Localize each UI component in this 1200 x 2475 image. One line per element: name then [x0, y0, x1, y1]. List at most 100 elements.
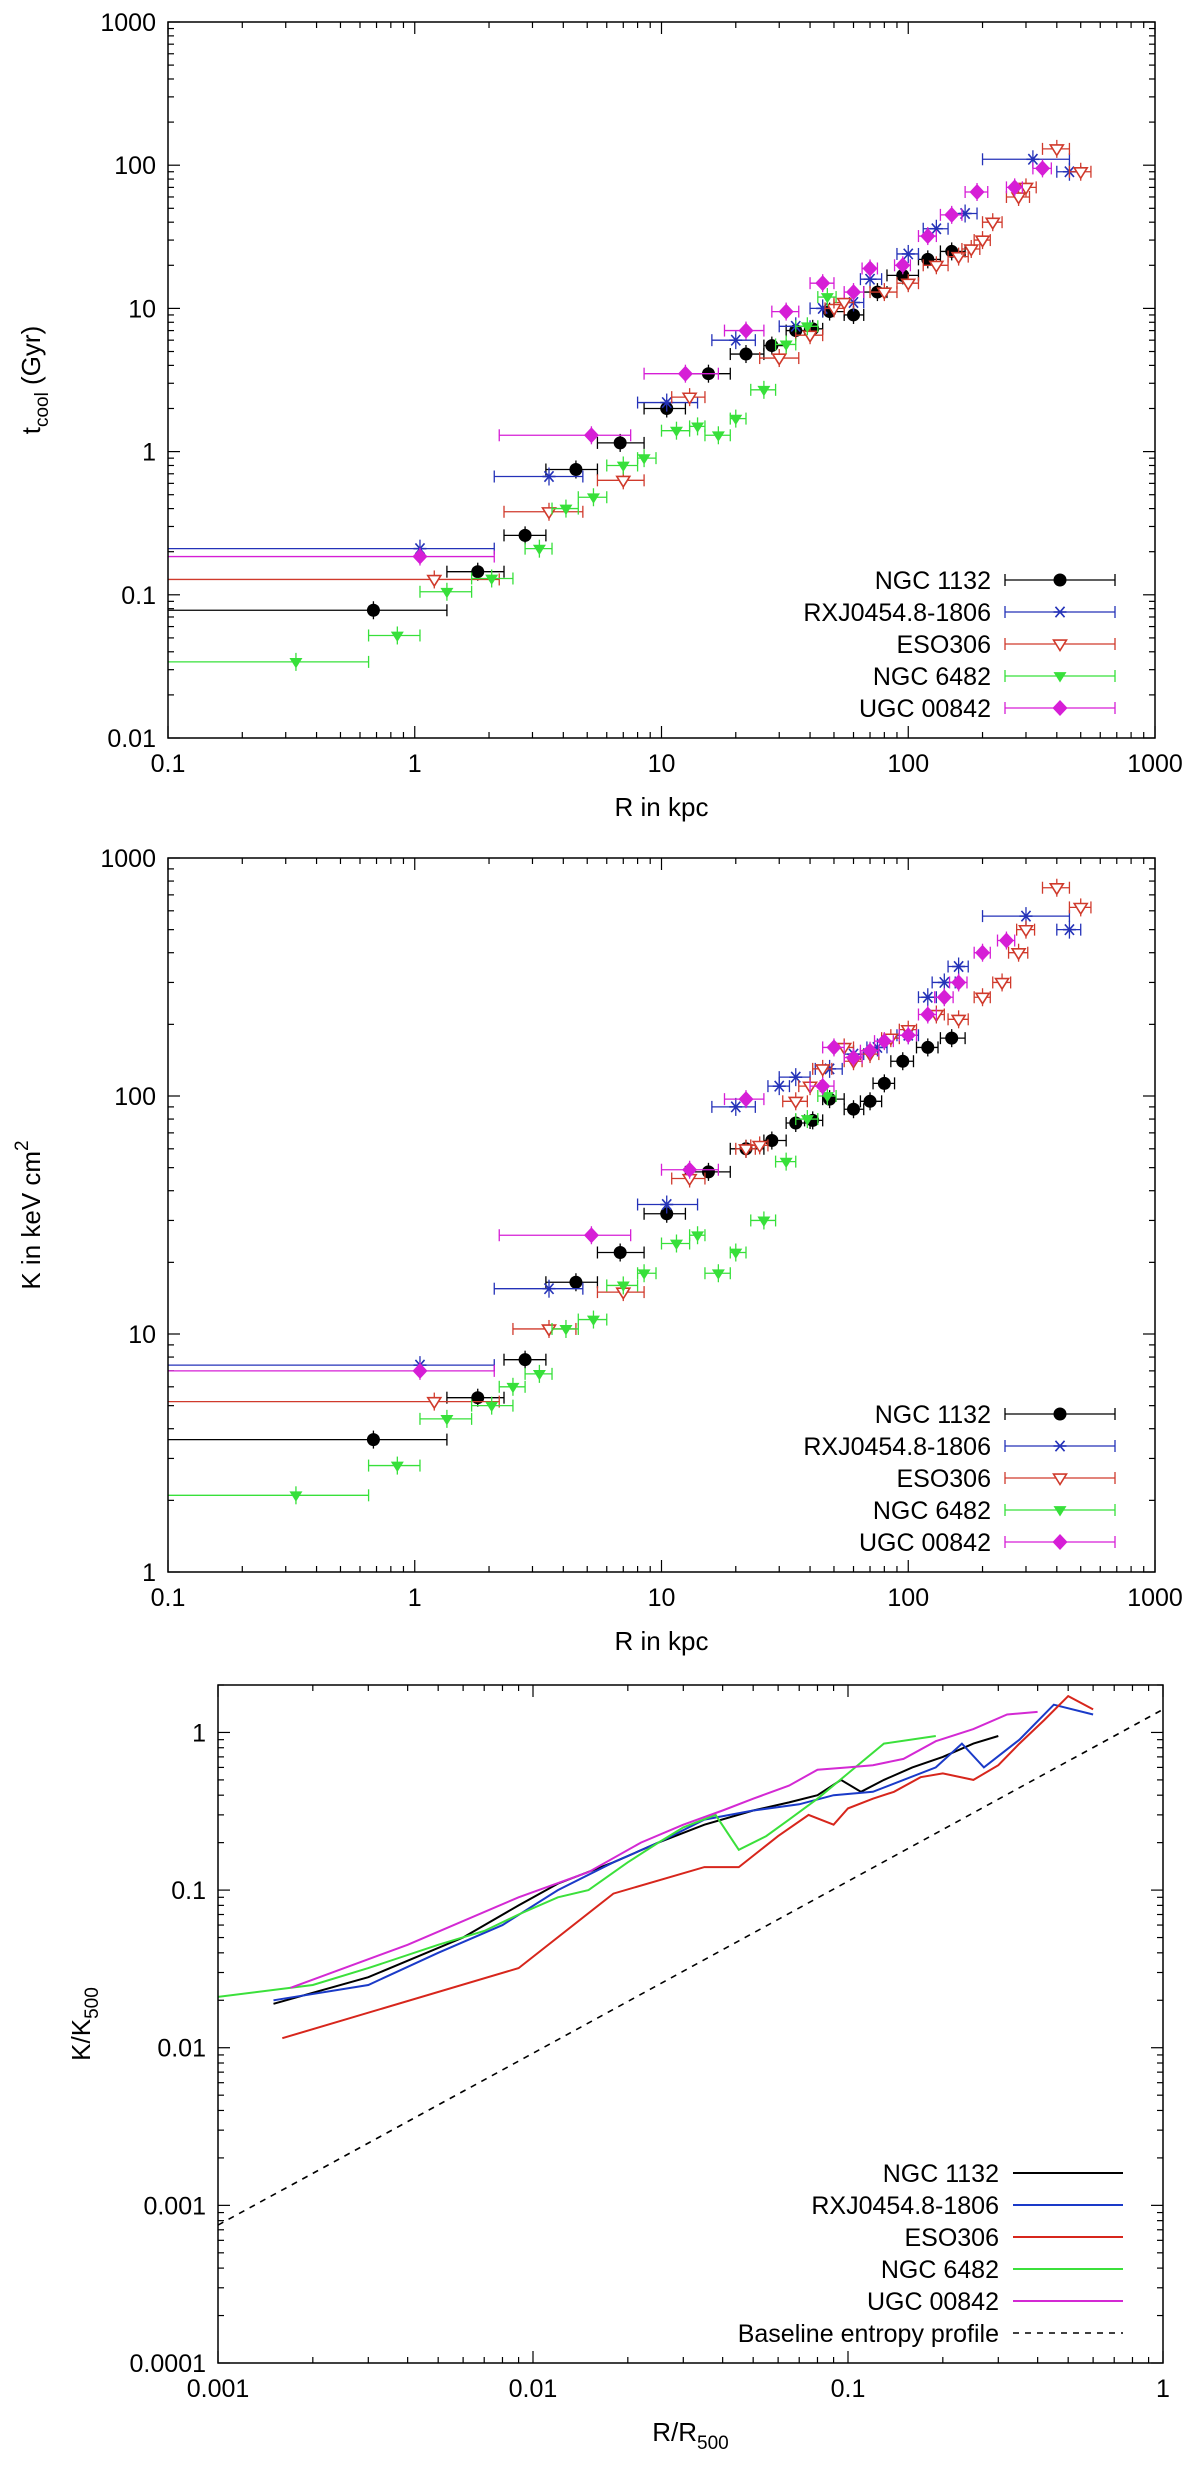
legend: NGC 1132 RXJ0454.8-1806 ESO306 NGC 6482 UGC … [738, 2160, 1123, 2348]
data-point [542, 470, 556, 483]
plot-area [218, 1694, 1163, 2226]
x-tick-label: 0.1 [831, 2375, 866, 2403]
y-axis-title-main: t [16, 426, 46, 434]
series-ngc-6482 [168, 1087, 837, 1505]
data-point [518, 1353, 532, 1367]
data-point [729, 414, 743, 426]
data-point [669, 1239, 683, 1251]
data-point [586, 493, 600, 504]
legend-label: NGC 6482 [873, 1497, 991, 1525]
data-point [412, 548, 428, 565]
x-tick-label: 1 [1156, 2375, 1170, 2403]
data-point [1062, 923, 1076, 936]
data-point [506, 1382, 520, 1394]
series-ugc-00842 [168, 931, 1016, 1380]
data-point [757, 1216, 771, 1227]
data-point [920, 1006, 936, 1023]
data-point-stroke [543, 1282, 555, 1295]
data-point [800, 322, 814, 333]
data-point [532, 1369, 546, 1381]
plot-frame [167, 857, 1156, 1573]
data-point [390, 631, 404, 642]
data-point [1053, 1407, 1067, 1421]
data-point [969, 183, 985, 200]
data-point [691, 1231, 705, 1242]
chart-3: 0.001 0.01 0.1 10.00010.0010.010.11R/R500K/… [66, 1684, 1170, 2454]
data-point [936, 989, 952, 1006]
legend-label: UGC 00842 [859, 1529, 991, 1557]
data-point [691, 422, 705, 433]
data-point-stroke [939, 976, 950, 989]
data-point [637, 1269, 651, 1280]
legend-label: RXJ0454.8-1806 [803, 599, 991, 627]
data-point [426, 1396, 443, 1410]
data-point [559, 504, 573, 516]
data-point [751, 1140, 768, 1154]
data-point [994, 977, 1011, 991]
data-point [998, 932, 1014, 949]
data-point [729, 1101, 743, 1113]
series-ugc-00842 [168, 159, 1052, 566]
data-point [815, 275, 831, 292]
data-point-stroke [774, 1080, 785, 1092]
x-tick-label: 0.1 [151, 750, 186, 778]
data-point [771, 353, 788, 367]
data-point-stroke [922, 991, 933, 1003]
legend-label: ESO306 [896, 1465, 991, 1493]
data-point-stroke [543, 470, 555, 483]
data-point-stroke [817, 302, 828, 315]
data-point [677, 365, 693, 382]
series-line-ngc-1132 [273, 1735, 999, 2005]
data-point-stroke [1054, 1440, 1066, 1452]
data-point [820, 1092, 834, 1103]
data-point [1052, 1534, 1068, 1550]
data-point [729, 1248, 743, 1260]
data-point [765, 339, 779, 353]
data-point [974, 992, 991, 1006]
legend-label: UGC 00842 [867, 2288, 999, 2316]
data-point [951, 974, 967, 991]
data-point [542, 1282, 556, 1295]
data-point [738, 1091, 754, 1108]
series-line-eso306 [282, 1694, 1094, 2040]
x-axis-title-sub: 500 [697, 2433, 729, 2454]
data-point [1053, 1506, 1067, 1517]
y-tick-label: 0.001 [143, 2192, 206, 2220]
legend-label: NGC 6482 [873, 663, 991, 691]
data-point [1053, 573, 1067, 587]
data-point [787, 1096, 804, 1110]
data-point [485, 1401, 499, 1413]
y-tick-label: 0.0001 [130, 2350, 206, 2378]
data-point-stroke [1020, 910, 1032, 922]
data-point [569, 462, 583, 476]
data-point [847, 1102, 861, 1116]
data-point [900, 278, 917, 292]
data-point [863, 1094, 877, 1108]
y-tick-label: 0.1 [121, 582, 156, 610]
legend-label: NGC 1132 [875, 1401, 991, 1429]
data-point-stroke [730, 334, 741, 346]
data-point [569, 1275, 583, 1289]
data-point [921, 1040, 935, 1054]
legend: NGC 1132 RXJ0454.8-1806 ESO306 NGC 6482 UGC … [803, 1401, 1116, 1557]
data-point [1034, 160, 1050, 177]
data-point [412, 1362, 428, 1379]
data-point [615, 475, 632, 489]
data-point [920, 228, 936, 245]
data-point [485, 574, 499, 585]
data-point [826, 1039, 842, 1056]
legend-label: Baseline entropy profile [738, 2320, 999, 2348]
x-tick-label: 0.01 [509, 2375, 558, 2403]
data-point [945, 1031, 959, 1045]
data-point-stroke [864, 273, 876, 285]
data-point [738, 322, 754, 339]
data-point [984, 217, 1001, 231]
data-point [613, 436, 627, 450]
data-point [681, 392, 698, 406]
x-tick-label: 1000 [1127, 750, 1183, 778]
data-point [660, 396, 674, 409]
data-point [950, 1014, 967, 1028]
